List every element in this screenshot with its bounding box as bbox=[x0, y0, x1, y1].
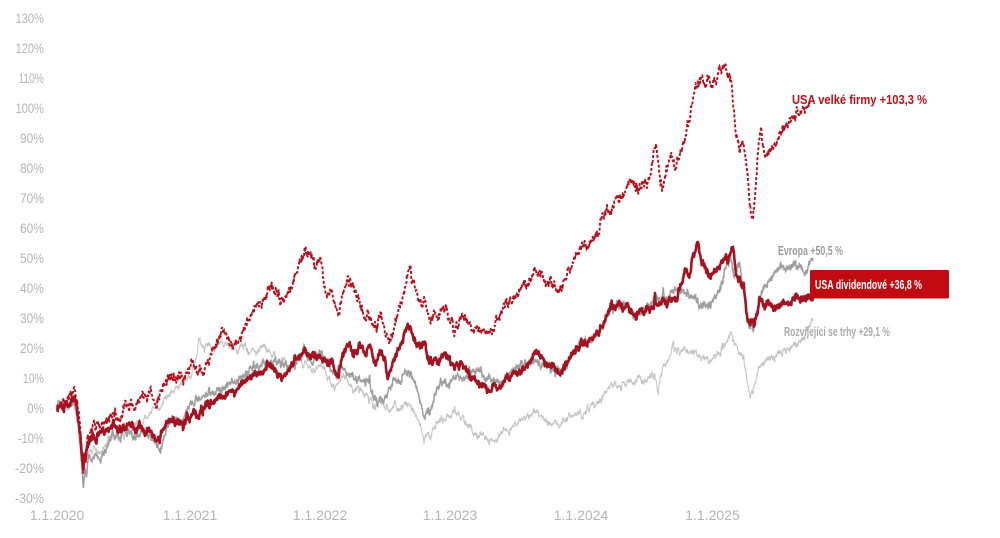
svg-text:130%: 130% bbox=[16, 10, 44, 26]
svg-text:50%: 50% bbox=[20, 250, 44, 266]
svg-text:1.1.2023: 1.1.2023 bbox=[423, 507, 478, 523]
svg-text:120%: 120% bbox=[16, 40, 44, 56]
svg-text:-30%: -30% bbox=[15, 490, 44, 506]
svg-text:10%: 10% bbox=[23, 370, 44, 386]
svg-text:1.1.2022: 1.1.2022 bbox=[293, 507, 348, 523]
svg-text:-20%: -20% bbox=[15, 460, 44, 476]
svg-text:100%: 100% bbox=[16, 100, 44, 116]
svg-text:90%: 90% bbox=[20, 130, 44, 146]
svg-text:Evropa +50,5 %: Evropa +50,5 % bbox=[778, 243, 843, 258]
svg-text:1.1.2020: 1.1.2020 bbox=[30, 507, 85, 523]
svg-text:60%: 60% bbox=[20, 220, 44, 236]
svg-text:40%: 40% bbox=[20, 280, 44, 296]
svg-text:30%: 30% bbox=[20, 310, 44, 326]
svg-text:80%: 80% bbox=[20, 160, 44, 176]
svg-text:1.1.2024: 1.1.2024 bbox=[554, 507, 609, 523]
svg-text:70%: 70% bbox=[20, 190, 44, 206]
svg-text:USA velké firmy +103,3 %: USA velké firmy +103,3 % bbox=[792, 92, 927, 107]
svg-text:0%: 0% bbox=[27, 400, 44, 416]
svg-text:1.1.2021: 1.1.2021 bbox=[163, 507, 218, 523]
svg-text:20%: 20% bbox=[20, 340, 44, 356]
svg-text:Rozvíjející se trhy +29,1 %: Rozvíjející se trhy +29,1 % bbox=[784, 324, 890, 339]
svg-text:1.1.2025: 1.1.2025 bbox=[685, 507, 740, 523]
svg-text:USA dividendové +36,8 %: USA dividendové +36,8 % bbox=[815, 277, 922, 292]
svg-text:110%: 110% bbox=[19, 70, 44, 86]
svg-text:-10%: -10% bbox=[18, 430, 44, 446]
